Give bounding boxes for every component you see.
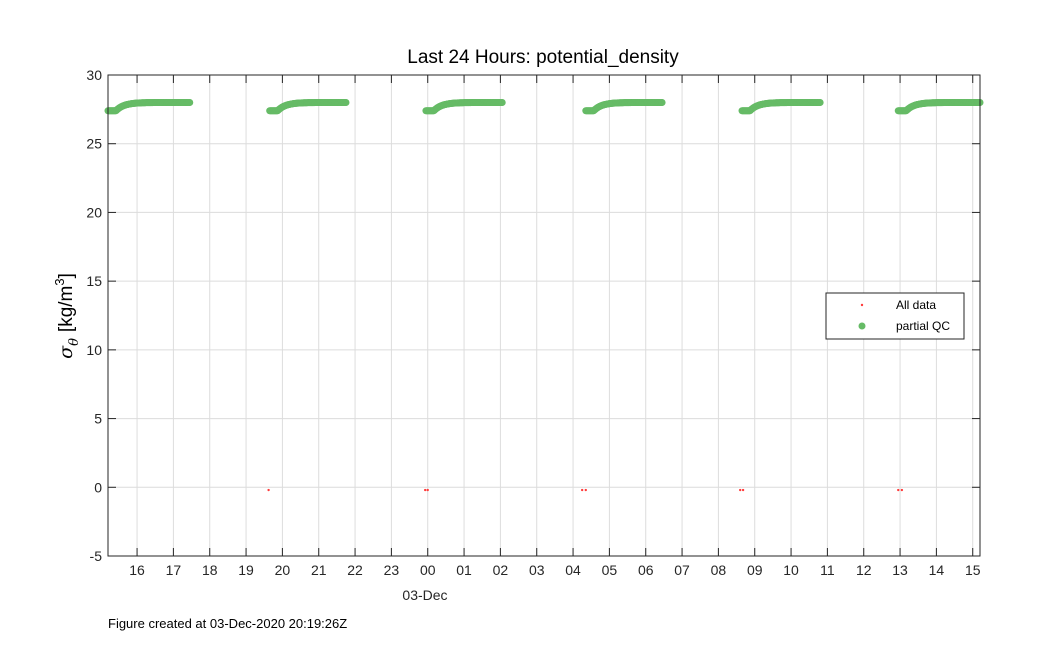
chart-title: Last 24 Hours: potential_density xyxy=(407,47,679,68)
x-tick-label: 07 xyxy=(674,562,690,578)
figure-footer: Figure created at 03-Dec-2020 20:19:26Z xyxy=(108,616,347,631)
partial-qc-point xyxy=(342,98,350,106)
y-label-superscript: 3 xyxy=(52,278,67,285)
y-tick-label: 10 xyxy=(86,342,102,358)
y-tick-label: 25 xyxy=(86,136,102,152)
y-tick-label: 15 xyxy=(86,273,102,289)
y-label-close: ] xyxy=(56,273,77,278)
x-tick-label: 00 xyxy=(420,562,436,578)
all-data-point xyxy=(584,488,587,492)
all-data-point xyxy=(423,488,427,492)
y-tick-label: 0 xyxy=(94,479,102,495)
x-tick-label: 20 xyxy=(275,562,291,578)
y-label-symbol: σ xyxy=(55,345,77,359)
partial-qc-point xyxy=(498,98,506,106)
x-tick-label: 04 xyxy=(565,562,581,578)
plot-frame xyxy=(107,74,981,557)
y-tick-label: 20 xyxy=(86,204,102,220)
all-data-point xyxy=(267,488,270,492)
all-data-point xyxy=(580,488,584,492)
all-data-point xyxy=(741,488,745,492)
y-tick-label: 30 xyxy=(86,67,102,83)
all-data-point xyxy=(426,488,429,492)
x-tick-label: 19 xyxy=(238,562,254,578)
x-tick-label: 21 xyxy=(311,562,327,578)
y-tick-label: 5 xyxy=(94,411,102,427)
x-tick-label: 03 xyxy=(529,562,545,578)
x-tick-label: 16 xyxy=(129,562,145,578)
x-tick-label: 09 xyxy=(747,562,763,578)
x-tick-label: 11 xyxy=(820,562,835,578)
x-tick-label: 02 xyxy=(493,562,509,578)
all-data-point xyxy=(897,488,900,492)
y-axis-label: σθ [kg/m3] xyxy=(52,273,82,359)
legend-marker-partial-qc xyxy=(858,322,866,330)
partial-qc-point xyxy=(186,98,194,106)
x-tick-label: 01 xyxy=(456,562,472,578)
x-tick-label: 18 xyxy=(202,562,218,578)
x-tick-label: 06 xyxy=(638,562,654,578)
x-tick-label: 17 xyxy=(166,562,182,578)
all-data-point xyxy=(900,488,904,492)
x-tick-label: 23 xyxy=(384,562,400,578)
x-tick-label: 10 xyxy=(783,562,799,578)
x-tick-label: 14 xyxy=(929,562,945,578)
legend: All data partial QC xyxy=(825,292,965,340)
y-label-units: [kg/m xyxy=(56,286,77,332)
legend-label-all-data: All data xyxy=(896,298,936,312)
x-tick-label: 15 xyxy=(965,562,981,578)
y-tick-label: -5 xyxy=(90,548,103,564)
all-data-point xyxy=(739,488,742,492)
partial-qc-point xyxy=(658,98,666,106)
x-tick-label: 13 xyxy=(892,562,908,578)
legend-marker-all-data xyxy=(860,303,864,307)
y-label-subscript: θ xyxy=(67,338,82,346)
partial-qc-point xyxy=(816,98,824,106)
legend-label-partial-qc: partial QC xyxy=(896,319,950,333)
x-tick-label: 05 xyxy=(602,562,618,578)
x-date-label: 03-Dec xyxy=(402,587,447,603)
legend-box xyxy=(825,292,965,340)
axes: 16 17 18 19 20 21 22 23 00 01 02 03 04 05 06 07 08 09 10 11… xyxy=(86,67,980,578)
x-tick-label: 08 xyxy=(711,562,727,578)
data-series xyxy=(104,98,984,492)
x-tick-label: 22 xyxy=(347,562,363,578)
x-tick-label: 12 xyxy=(856,562,872,578)
